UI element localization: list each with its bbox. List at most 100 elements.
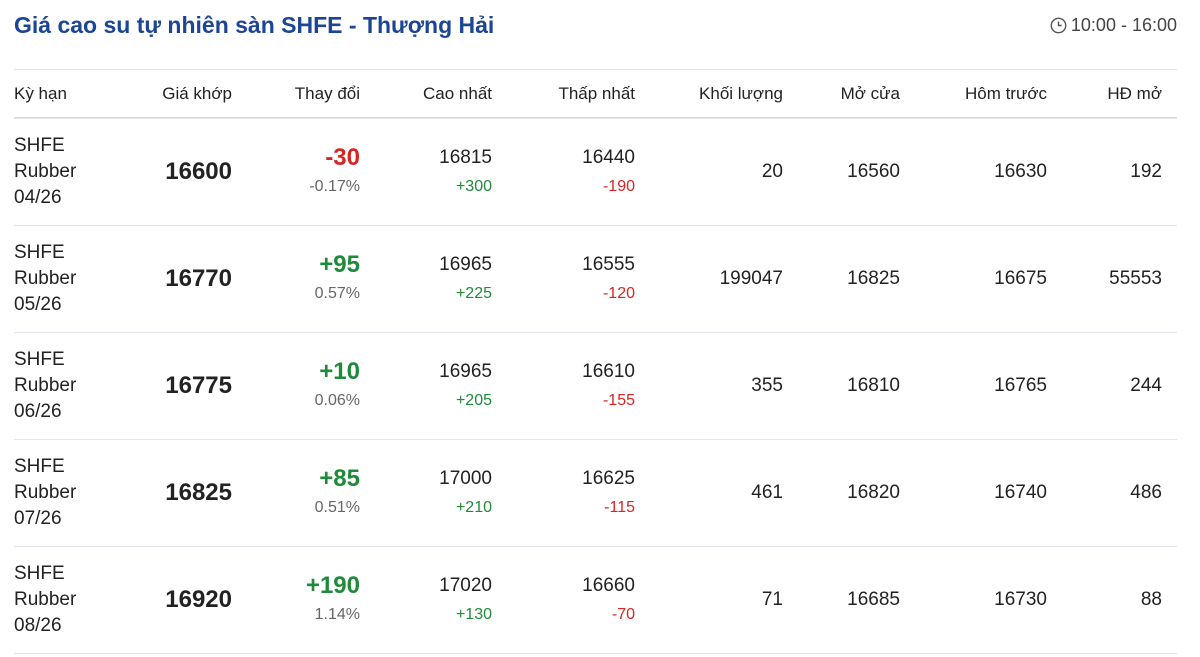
col-open: Mở cửa [840,83,900,103]
high-diff: +300 [455,178,492,195]
open-price: 16685 [847,589,900,610]
change-value: +10 [319,358,360,385]
term-exchange: SHFE [14,135,65,156]
change-cell: +85 0.51% [232,464,360,522]
change-percent: -0.17% [309,178,360,195]
open-price: 16820 [847,482,900,503]
prev-close: 16765 [994,375,1047,396]
change-cell: +10 0.06% [232,357,360,415]
high-cell: 16815 +300 [360,143,492,201]
open-price: 16825 [847,268,900,289]
price-table: Kỳ hạn Giá khớp Thay đổi Cao nhất Thấp n… [14,69,1177,654]
col-low: Thấp nhất [558,83,635,103]
low-diff: -155 [602,392,635,409]
volume: 20 [761,161,783,182]
volume: 71 [761,589,783,610]
table-row: SHFE Rubber 04/26 16600 -30 -0.17% 16815 +30… [14,118,1177,225]
trading-hours: 10:00 - 16:00 [1050,15,1177,36]
low-cell: 16555 -120 [492,250,635,308]
volume: 461 [751,482,783,503]
match-price: 16920 [165,586,232,613]
term: SHFE Rubber 05/26 [14,240,140,318]
high-cell: 17020 +130 [360,571,492,629]
high-value: 16965 [439,254,492,275]
low-value: 16440 [582,147,635,168]
change-percent: 1.14% [314,606,360,623]
term-month: 05/26 [14,294,62,315]
col-term: Kỳ hạn [14,83,67,103]
open-interest: 486 [1130,482,1162,503]
low-cell: 16440 -190 [492,143,635,201]
low-diff: -190 [602,178,635,195]
match-price: 16600 [165,158,232,185]
change-value: -30 [325,144,360,171]
table-row: SHFE Rubber 08/26 16920 +190 1.14% 17020 +13… [14,546,1177,654]
open-interest: 244 [1130,375,1162,396]
high-value: 16815 [439,147,492,168]
term-product: Rubber [14,161,77,182]
change-cell: +190 1.14% [232,571,360,629]
term-product: Rubber [14,589,77,610]
change-percent: 0.57% [314,285,360,302]
term: SHFE Rubber 08/26 [14,561,140,639]
col-oi: HĐ mở [1107,83,1162,103]
high-diff: +205 [455,392,492,409]
col-volume: Khối lượng [699,83,783,103]
high-cell: 16965 +205 [360,357,492,415]
prev-close: 16730 [994,589,1047,610]
change-value: +95 [319,251,360,278]
low-cell: 16610 -155 [492,357,635,415]
high-cell: 16965 +225 [360,250,492,308]
low-cell: 16660 -70 [492,571,635,629]
term-month: 04/26 [14,187,62,208]
high-diff: +130 [455,606,492,623]
low-value: 16660 [582,575,635,596]
table-header: Kỳ hạn Giá khớp Thay đổi Cao nhất Thấp n… [14,69,1177,118]
term-exchange: SHFE [14,242,65,263]
term-exchange: SHFE [14,563,65,584]
page-title: Giá cao su tự nhiên sàn SHFE - Thượng Hả… [14,12,495,38]
low-value: 16610 [582,361,635,382]
trading-hours-text: 10:00 - 16:00 [1070,15,1177,35]
low-value: 16555 [582,254,635,275]
open-price: 16810 [847,375,900,396]
prev-close: 16740 [994,482,1047,503]
high-cell: 17000 +210 [360,464,492,522]
clock-icon [1050,17,1067,34]
prev-close: 16675 [994,268,1047,289]
term-product: Rubber [14,375,77,396]
term: SHFE Rubber 06/26 [14,347,140,425]
open-interest: 88 [1140,589,1162,610]
low-value: 16625 [582,468,635,489]
volume: 199047 [719,268,783,289]
table-row: SHFE Rubber 06/26 16775 +10 0.06% 16965 +205… [14,332,1177,439]
term-exchange: SHFE [14,456,65,477]
match-price: 16775 [165,372,232,399]
low-cell: 16625 -115 [492,464,635,522]
change-cell: +95 0.57% [232,250,360,308]
open-interest: 55553 [1109,268,1162,289]
match-price: 16770 [165,265,232,292]
change-value: +190 [305,572,360,599]
change-value: +85 [319,465,360,492]
term-month: 08/26 [14,615,62,636]
change-percent: 0.51% [314,499,360,516]
term: SHFE Rubber 04/26 [14,133,140,211]
high-diff: +225 [455,285,492,302]
term-exchange: SHFE [14,349,65,370]
volume: 355 [751,375,783,396]
high-value: 17020 [439,575,492,596]
open-price: 16560 [847,161,900,182]
low-diff: -115 [604,499,635,516]
table-row: SHFE Rubber 05/26 16770 +95 0.57% 16965 +225… [14,225,1177,332]
change-cell: -30 -0.17% [232,143,360,201]
high-value: 17000 [439,468,492,489]
change-percent: 0.06% [314,392,360,409]
low-diff: -70 [611,606,635,623]
term-month: 06/26 [14,401,62,422]
col-high: Cao nhất [423,83,492,103]
match-price: 16825 [165,479,232,506]
low-diff: -120 [602,285,635,302]
high-diff: +210 [455,499,492,516]
high-value: 16965 [439,361,492,382]
